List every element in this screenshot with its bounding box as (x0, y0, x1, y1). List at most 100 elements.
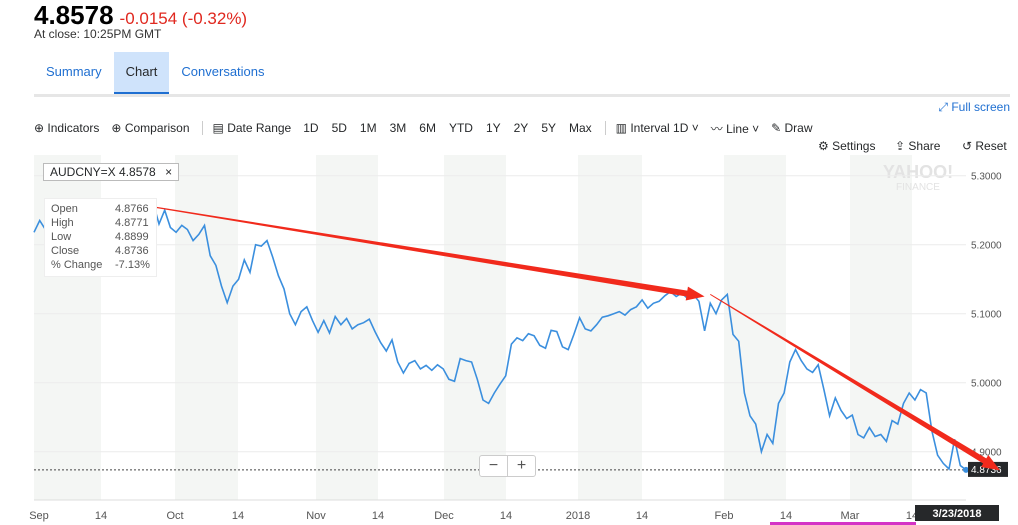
gear-icon: ⚙ (818, 139, 833, 153)
ohlc-key: Open (51, 203, 78, 215)
price: 4.8578 (34, 0, 114, 30)
range-max[interactable]: Max (569, 121, 592, 135)
reset-button[interactable]: ↺ Reset (962, 139, 1007, 153)
share-icon: ⇪ (895, 139, 909, 153)
draw-label: Draw (784, 121, 813, 135)
month-band (175, 155, 238, 500)
range-2y[interactable]: 2Y (513, 121, 529, 135)
share-button[interactable]: ⇪ Share (895, 139, 940, 153)
ohlc-value: 4.8771 (115, 217, 149, 229)
series-line (33, 200, 967, 471)
date-range-button[interactable]: ▤ Date Range (213, 121, 292, 135)
month-band (724, 155, 786, 500)
quote-header: 4.8578 -0.0154 (-0.32%) (34, 0, 247, 31)
x-tick-label: Sep (29, 510, 49, 522)
chevron-down-icon: ˅ (748, 121, 760, 136)
settings-button[interactable]: ⚙ Settings (818, 139, 875, 153)
reset-label: Reset (975, 139, 1007, 153)
x-tick-label: Mar (841, 510, 860, 522)
zoom-in-button[interactable]: + (507, 456, 535, 476)
tab-bar: Summary Chart Conversations (34, 52, 1010, 97)
plus-circle-icon: ⊕ (111, 121, 125, 135)
ohlc-panel: Open 4.8766 High 4.8771 Low 4.8899 Close 4.8… (44, 198, 157, 277)
x-tick-label: Feb (715, 510, 734, 522)
date-range-label: Date Range (227, 121, 292, 135)
ohlc-row: Open 4.8766 (51, 202, 150, 216)
symbol-value: 4.8578 (119, 165, 156, 179)
settings-label: Settings (832, 139, 876, 153)
date-badge (915, 505, 999, 521)
y-tick-label: 5.0000 (971, 379, 1002, 390)
ohlc-row: High 4.8771 (51, 216, 150, 230)
ohlc-value: 4.8736 (115, 245, 149, 257)
arrow-shape (130, 202, 705, 301)
tab-chart[interactable]: Chart (113, 52, 170, 94)
last-point (963, 466, 969, 473)
close-time: At close: 10:25PM GMT (34, 27, 162, 41)
date-label: 3/23/2018 (933, 508, 982, 520)
x-tick-label: Dec (434, 510, 454, 522)
x-tick-label: 14 (232, 510, 244, 522)
range-1d[interactable]: 1D (303, 121, 319, 135)
x-tick-label: 2018 (566, 510, 590, 522)
full-screen-button[interactable]: ⤢ Full screen (938, 100, 1010, 115)
tab-summary[interactable]: Summary (46, 64, 102, 79)
x-tick-label: 14 (95, 510, 107, 522)
y-tick-label: 5.3000 (971, 172, 1002, 183)
draw-button[interactable]: ✎ Draw (771, 121, 812, 135)
range-5y[interactable]: 5Y (541, 121, 556, 135)
ohlc-row: Low 4.8899 (51, 230, 150, 244)
range-3m[interactable]: 3M (389, 121, 407, 135)
interval-icon: ▥ (615, 121, 631, 135)
symbol-label: AUDCNY=X (50, 165, 116, 179)
month-band (444, 155, 506, 500)
current-price-badge (968, 461, 1008, 477)
ohlc-row: % Change -7.13% (51, 258, 150, 272)
interval-value: 1D (673, 121, 689, 135)
zoom-out-button[interactable]: − (488, 457, 499, 474)
ohlc-key: Close (51, 245, 80, 257)
close-icon[interactable]: × (165, 165, 173, 179)
interval-label: Interval (630, 121, 670, 135)
arrow-shape (710, 293, 1001, 471)
expand-icon: ⤢ (938, 100, 952, 114)
comparison-label: Comparison (124, 121, 190, 135)
range-6m[interactable]: 6M (419, 121, 436, 135)
chart-toolbar: ⊕ Indicators ⊕ Comparison ▤ Date Range 1… (34, 118, 1010, 138)
x-tick-label: 14 (372, 510, 384, 522)
price-chart[interactable]: YAHOO!FINANCE 5.3000 5.2000 5.1000 5.0000 4.9… (0, 150, 1018, 525)
range-5d[interactable]: 5D (331, 121, 347, 135)
interval-button[interactable]: ▥ Interval 1D ˅ (616, 121, 699, 135)
divider (201, 121, 203, 135)
indicators-button[interactable]: ⊕ Indicators (34, 121, 99, 135)
month-band (316, 155, 378, 500)
symbol-legend: AUDCNY=X 4.8578 × (43, 163, 180, 181)
range-1y[interactable]: 1Y (485, 121, 501, 135)
calendar-icon: ▤ (212, 121, 228, 135)
x-tick-label: 14 (780, 510, 792, 522)
current-price-label: 4.8736 (971, 465, 1002, 476)
chevron-down-icon: ˅ (688, 121, 699, 135)
range-1m[interactable]: 1M (359, 121, 377, 135)
comparison-button[interactable]: ⊕ Comparison (111, 121, 189, 135)
finance-watermark: FINANCE (896, 182, 940, 193)
ohlc-row: Close 4.8736 (51, 244, 150, 258)
line-chart-icon: 〰 (710, 121, 727, 136)
tab-conversations[interactable]: Conversations (181, 64, 265, 79)
indicators-label: Indicators (47, 121, 100, 135)
highlight-bar (770, 522, 916, 525)
price-change: -0.0154 (-0.32%) (119, 9, 248, 28)
range-ytd[interactable]: YTD (448, 121, 473, 135)
line-type-button[interactable]: 〰 Line ˅ (711, 120, 759, 137)
x-tick-label: Oct (166, 510, 183, 522)
annotation-arrow (130, 202, 705, 301)
ohlc-value: -7.13% (115, 259, 150, 271)
reset-icon: ↺ (962, 139, 976, 153)
pencil-icon: ✎ (771, 121, 785, 135)
divider (604, 121, 606, 135)
ohlc-key: High (51, 217, 74, 229)
plus-circle-icon: ⊕ (34, 121, 48, 135)
yahoo-watermark: YAHOO! (883, 162, 953, 182)
x-tick-label: Nov (306, 510, 326, 522)
x-tick-label: 14 (500, 510, 512, 522)
